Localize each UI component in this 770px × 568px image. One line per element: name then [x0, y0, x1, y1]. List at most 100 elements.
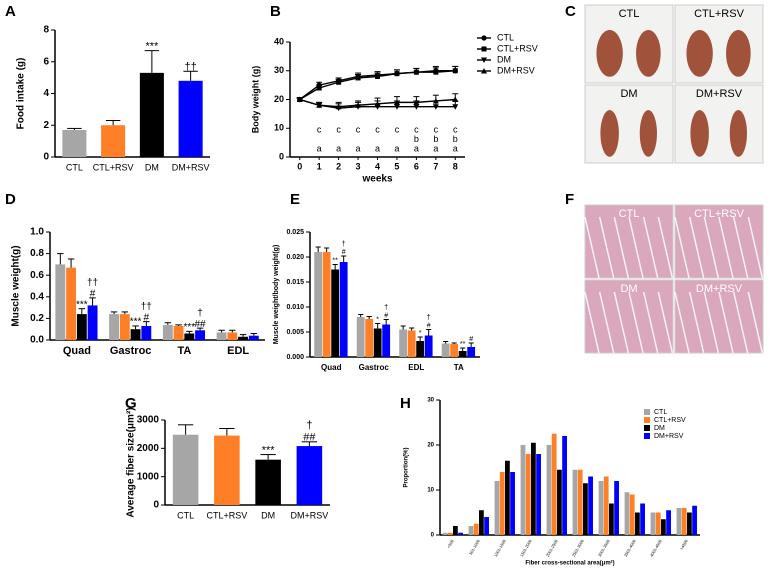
muscle-sample: [686, 29, 713, 77]
group-letter: a: [375, 143, 380, 153]
x-tick-label: 1: [317, 161, 322, 171]
bar: [66, 267, 77, 340]
bar: [577, 469, 583, 535]
bar: [255, 459, 281, 505]
tissue-gap: [747, 291, 764, 354]
bar: [681, 508, 687, 535]
legend-label: DM+RSV: [497, 65, 535, 75]
x-tick-label: 3001-3500: [597, 538, 611, 558]
significance-marker: #: [469, 336, 473, 343]
x-tick-label: DM+RSV: [172, 162, 210, 172]
x-axis-title: weeks: [361, 174, 392, 185]
y-tick-label: 10: [427, 488, 434, 494]
bar: [447, 532, 453, 535]
x-tick-label: DM+RSV: [290, 510, 328, 520]
significance-marker: *: [419, 330, 422, 337]
tissue-gap: [718, 216, 734, 279]
significance-marker: ***: [183, 322, 195, 333]
point: [413, 104, 420, 110]
point: [336, 79, 342, 85]
x-tick-label: CTL: [66, 162, 83, 172]
point: [452, 96, 459, 102]
y-tick-label: 0: [153, 500, 159, 511]
significance-marker: †: [197, 308, 203, 319]
group-letter: c: [434, 124, 439, 134]
bar: [238, 336, 249, 340]
photo-label: CTL: [619, 8, 640, 20]
y-tick-label: 40: [274, 36, 284, 46]
muscle-sample: [600, 109, 619, 157]
group-letter: b: [414, 134, 419, 144]
significance-marker: #: [90, 289, 96, 300]
panel-letter: F: [565, 191, 574, 208]
y-tick-label: 0.020: [286, 254, 304, 261]
y-tick-label: 0.6: [30, 270, 44, 281]
legend-label: CTL: [654, 409, 667, 416]
point: [452, 104, 459, 110]
x-tick-label: TA: [177, 345, 191, 357]
bar: [296, 446, 323, 505]
bar: [76, 314, 87, 340]
bar: [692, 505, 697, 535]
y-tick-label: 8: [43, 25, 49, 36]
point: [375, 74, 380, 79]
bar: [572, 469, 578, 535]
significance-marker: †: [384, 304, 388, 311]
y-tick-label: 0.005: [286, 329, 304, 336]
y-tick-label: 0.000: [286, 354, 304, 361]
bar: [365, 319, 374, 357]
bar: [424, 335, 433, 357]
x-tick-label: Gastroc: [359, 363, 390, 372]
group-letter: c: [336, 124, 341, 134]
y-tick-label: 30: [427, 398, 434, 404]
legend-swatch: [644, 409, 650, 415]
x-tick-label: 1001-1500: [493, 538, 507, 558]
bar: [588, 476, 593, 535]
photo-label: DM: [620, 88, 637, 100]
point: [481, 46, 487, 52]
bar: [130, 329, 141, 340]
y-axis-title: Proportion(%): [404, 448, 410, 488]
panel-letter: C: [565, 3, 576, 20]
bar: [536, 454, 541, 535]
muscle-sample: [726, 29, 751, 77]
significance-marker: ##: [195, 319, 207, 330]
y-tick-label: 4: [43, 88, 49, 99]
tissue-gap: [642, 216, 659, 279]
y-tick-label: 1.0: [30, 227, 44, 238]
group-letter: a: [317, 143, 322, 153]
y-axis-title: Food intake (g): [16, 58, 27, 130]
group-letter: a: [356, 143, 361, 153]
photo: [584, 84, 674, 164]
y-axis-title: Body weight (g): [250, 66, 260, 134]
bar: [172, 434, 199, 505]
x-tick-label: DM: [145, 162, 159, 172]
bar: [227, 332, 238, 340]
bar: [598, 481, 604, 535]
tissue-gap: [613, 216, 630, 279]
x-tick-label: 8: [453, 161, 458, 171]
bar: [216, 332, 227, 340]
y-tick-label: 0.2: [30, 313, 44, 324]
bar: [139, 72, 164, 157]
x-tick-label: EDL: [227, 345, 249, 357]
significance-marker: **: [460, 341, 466, 348]
bar: [687, 512, 692, 535]
y-tick-label: 0.8: [30, 248, 44, 259]
x-tick-label: 0: [297, 161, 302, 171]
panel-letter: A: [5, 3, 16, 20]
point: [355, 75, 361, 81]
point: [413, 69, 419, 75]
legend-label: CTL+RSV: [497, 43, 538, 53]
tissue-gap: [598, 291, 615, 354]
bar: [494, 481, 500, 535]
bar: [635, 512, 640, 535]
x-tick-label: CTL: [177, 510, 194, 520]
y-tick-label: 1000: [137, 471, 160, 482]
bar: [458, 351, 467, 357]
group-letter: c: [375, 124, 380, 134]
group-letter: c: [356, 124, 361, 134]
bar: [407, 330, 416, 357]
tissue-gap: [732, 216, 749, 279]
